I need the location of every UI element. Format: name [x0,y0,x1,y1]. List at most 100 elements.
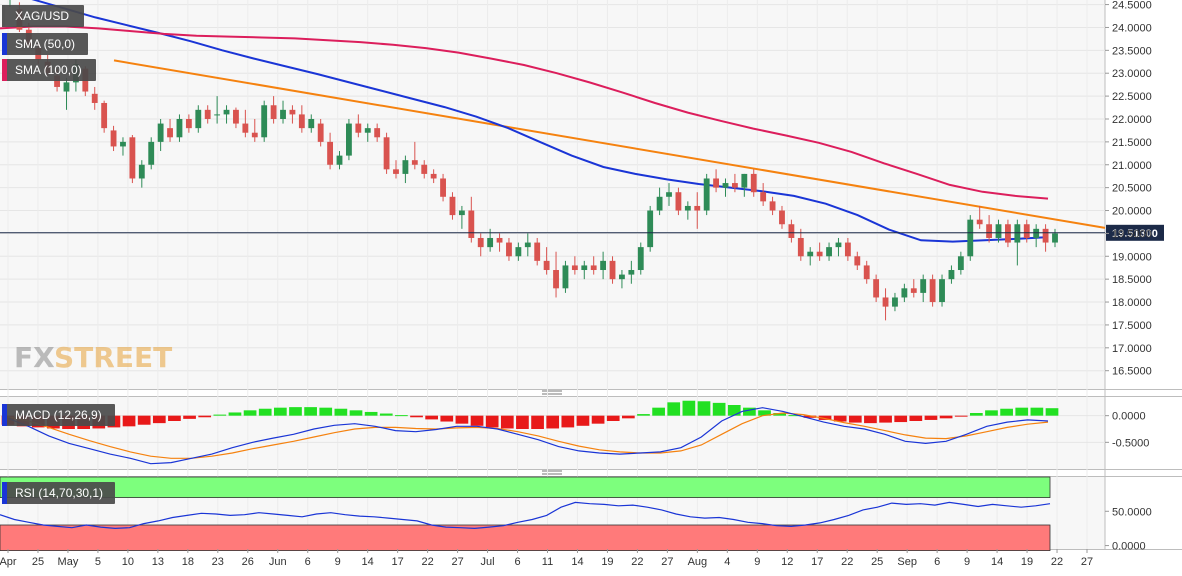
macd-histogram-bar [985,410,998,416]
macd-histogram-bar [455,415,469,424]
date-tick-label: 14 [571,556,583,568]
date-tick-label: Sep [897,556,917,568]
symbol-label[interactable]: XAG/USD [2,5,84,27]
price-tick-label: 18.5000 [1112,274,1152,286]
macd-histogram-bar [864,415,877,424]
price-axis-ticks: 24.5000 24.0000 23.5000 23.0000 22.5000 22.00… [1105,0,1152,378]
sma50-line [31,0,1049,243]
rsi-resize-grip[interactable] [542,470,562,475]
candle-body [506,242,512,257]
macd-histogram-bar [243,410,257,416]
macd-histogram-bar [1015,407,1029,416]
macd-pane-bg [0,396,1105,469]
candle-body [731,183,738,188]
macd-histogram-bar [1030,407,1044,416]
price-tick-label: 19.5000 [1112,228,1152,240]
candle-body [515,247,522,257]
macd-histogram-bar [667,402,681,416]
candle-body [120,141,126,147]
macd-histogram-bar [727,405,741,416]
macd-histogram-bar [198,415,212,418]
macd-histogram-bar [485,415,499,428]
macd-histogram-bar [924,415,938,420]
candle-body [760,192,767,202]
candle-body [694,205,701,211]
candle-body [402,160,409,174]
date-tick-label: 22 [421,556,433,568]
trendline-layer [113,59,1106,229]
candle-body [280,109,286,119]
price-tick-label: 22.0000 [1112,114,1152,126]
sma100-label-text: SMA (100,0) [15,63,82,77]
macd-histogram-bar [213,414,227,416]
candle-body [684,205,691,211]
macd-histogram-bar [561,415,575,428]
macd-axis-ticks: 0.0000 -0.5000 [1105,411,1149,449]
candle-body [788,224,795,238]
candle-body [637,247,644,271]
date-tick-label: 25 [871,556,883,568]
candle-body [666,192,672,197]
macd-histogram-bar [379,413,393,416]
candle-body [148,141,155,165]
candle-body [355,123,362,133]
sma50-label[interactable]: SMA (50,0) [2,33,88,55]
date-tick-label: 17 [392,556,404,568]
macd-main-line [7,407,1049,465]
price-tick-label: 17.5000 [1112,320,1152,332]
candle-body [986,224,993,238]
candle-body [233,109,239,124]
price-tick-label: 20.0000 [1112,206,1152,218]
candle-body [844,242,851,257]
candle-body [477,237,484,248]
candle-body [261,105,268,138]
sma100-color-swatch [2,59,7,81]
price-tick-label: 22.5000 [1112,91,1152,103]
candle-body [863,265,870,280]
date-tick-label: Aug [688,556,708,568]
candle-body [176,118,183,138]
macd-histogram-bar [500,415,514,429]
sma100-label[interactable]: SMA (100,0) [2,59,96,81]
macd-histogram-bar [894,415,908,423]
candle-body [713,178,719,188]
candle-body [647,210,654,248]
candle-body [223,109,230,115]
candle-body [722,183,729,188]
candle-body [63,82,70,92]
macd-histogram-bar [258,408,272,416]
macd-histogram-bar [621,415,635,419]
macd-histogram-bar [606,415,620,421]
watermark-fx: FX [14,341,55,374]
rsi-label[interactable]: RSI (14,70,30,1) [2,482,115,504]
macd-histogram-bar [969,413,983,416]
date-tick-label: 6 [514,556,520,568]
macd-histogram-bar [1045,408,1059,416]
candle-body [741,173,748,188]
candle-body [1042,228,1049,243]
macd-histogram-bar [848,415,862,423]
macd-histogram-bar [395,415,408,417]
price-tick-label: 24.5000 [1112,0,1152,12]
date-tick-label: 6 [305,556,311,568]
date-tick-label: 23 [212,556,224,568]
last-price-layer: 19.51300 [0,224,1164,241]
candle-body [270,105,277,119]
macd-histogram-bar [152,415,166,424]
macd-histogram-bar [788,415,802,417]
macd-histogram-bar [546,415,560,429]
candle-body [590,265,597,271]
candle-body [995,224,1002,238]
fxstreet-watermark: FX STREET [14,341,172,374]
macd-histogram-bar [879,415,892,423]
sma50-color-swatch [2,33,7,55]
macd-resize-grip[interactable] [542,390,562,395]
candle-body [157,123,164,142]
macd-histogram-bar [591,415,605,424]
candle-body [496,237,503,243]
date-tick-label: 10 [122,556,134,568]
macd-label[interactable]: MACD (12,26,9) [2,404,115,426]
date-tick-label: Jun [269,556,287,568]
candle-body [346,123,352,156]
